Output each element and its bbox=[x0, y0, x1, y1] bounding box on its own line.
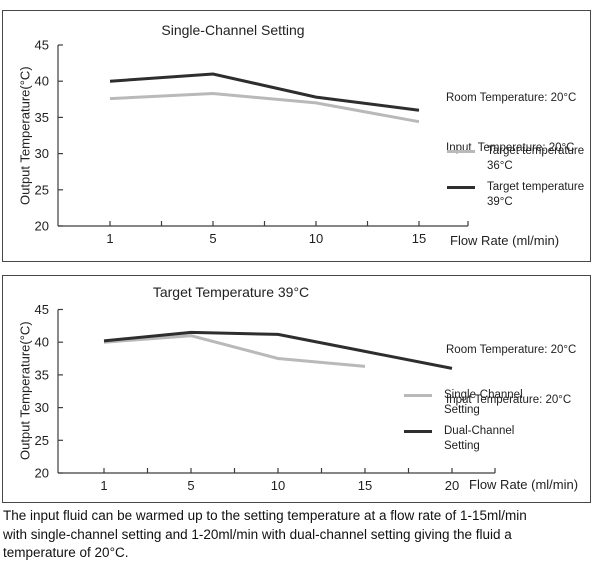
legend-swatch-gray-line bbox=[404, 394, 432, 397]
legend-item: Target temperature 36°C bbox=[447, 144, 584, 173]
tick-label: 30 bbox=[35, 146, 49, 161]
chart-panel-single-channel-setting: 20 25 30 35 40 45 1 5 10 15 Single-Channel Settin… bbox=[2, 10, 591, 262]
tick-label: 15 bbox=[412, 231, 426, 246]
chart-title: Target Temperature 39°C bbox=[152, 284, 310, 300]
legend-label: Single-Channel Setting bbox=[444, 389, 523, 416]
tick-label: 45 bbox=[35, 302, 49, 317]
legend-label: Dual-Channel Setting bbox=[444, 425, 515, 452]
annotations: Room Temperature: 20°C Input Temperature… bbox=[446, 309, 576, 441]
legend-swatch-black-line bbox=[404, 430, 432, 433]
legend-item: Target temperature 39°C bbox=[447, 180, 584, 209]
tick-label: 40 bbox=[35, 335, 49, 350]
tick-label: 35 bbox=[35, 110, 49, 125]
tick-label: 1 bbox=[106, 231, 113, 246]
tick-label: 35 bbox=[35, 367, 49, 382]
series-line bbox=[109, 72, 420, 112]
chart-title: Single-Channel Setting bbox=[161, 22, 305, 38]
tick-label: 30 bbox=[35, 400, 49, 415]
legend-label: Target temperature 36°C bbox=[487, 145, 585, 172]
tick-label: 25 bbox=[35, 182, 49, 197]
tick-label: 20 bbox=[35, 466, 49, 481]
tick-label: 10 bbox=[271, 478, 285, 493]
tick-label: 20 bbox=[445, 478, 459, 493]
legend-swatch-black-line bbox=[447, 186, 475, 189]
legend-swatch-gray-line bbox=[447, 150, 475, 153]
annotation-input-temperature: Input Temperature: 20°C bbox=[446, 141, 575, 154]
x-axis-label: Flow Rate (ml/min) bbox=[469, 477, 579, 492]
tick-label: 40 bbox=[35, 74, 49, 89]
series-line bbox=[103, 330, 453, 370]
legend-item: Single-Channel Setting bbox=[404, 388, 523, 417]
legend: Single-Channel Setting Dual-Channel Settin… bbox=[404, 388, 523, 460]
tick-label: 15 bbox=[358, 478, 372, 493]
series-line bbox=[103, 334, 366, 368]
legend-label: Target temperature 39°C bbox=[487, 181, 585, 208]
tick-label: 20 bbox=[35, 219, 49, 234]
annotation-input-temperature: Input Temperature: 20°C bbox=[446, 393, 572, 406]
legend-item: Dual-Channel Setting bbox=[404, 424, 523, 453]
tick-label: 1 bbox=[100, 478, 107, 493]
series-line bbox=[109, 91, 420, 124]
figure-caption: The input fluid can be warmed up to the … bbox=[3, 507, 597, 563]
caption-line: with single-channel setting and 1-20ml/m… bbox=[3, 526, 512, 542]
tick-label: 25 bbox=[35, 433, 49, 448]
tick-label: 5 bbox=[209, 231, 216, 246]
y-axis-label: Output Temperature(°C) bbox=[17, 321, 33, 461]
caption-line: temperature of 20°C. bbox=[3, 545, 129, 560]
tick-label: 10 bbox=[309, 231, 323, 246]
x-axis-label: Flow Rate (ml/min) bbox=[450, 233, 560, 248]
tick-label: 45 bbox=[35, 38, 49, 53]
annotation-room-temperature: Room Temperature: 20°C bbox=[446, 92, 577, 104]
tick-label: 5 bbox=[187, 478, 194, 493]
y-axis-label: Output Temperature(°C) bbox=[17, 66, 33, 205]
annotations: Room Temperature: 20°C Input Temperature… bbox=[446, 57, 576, 189]
legend: Target temperature 36°C Target temperatur… bbox=[447, 144, 584, 216]
annotation-room-temperature: Room Temperature: 20°C bbox=[446, 344, 577, 356]
chart-panel-target-temperature-39: 20 25 30 35 40 45 1 5 10 15 20 Target Temperature … bbox=[2, 275, 591, 503]
caption-line: The input fluid can be warmed up to the … bbox=[3, 508, 527, 523]
